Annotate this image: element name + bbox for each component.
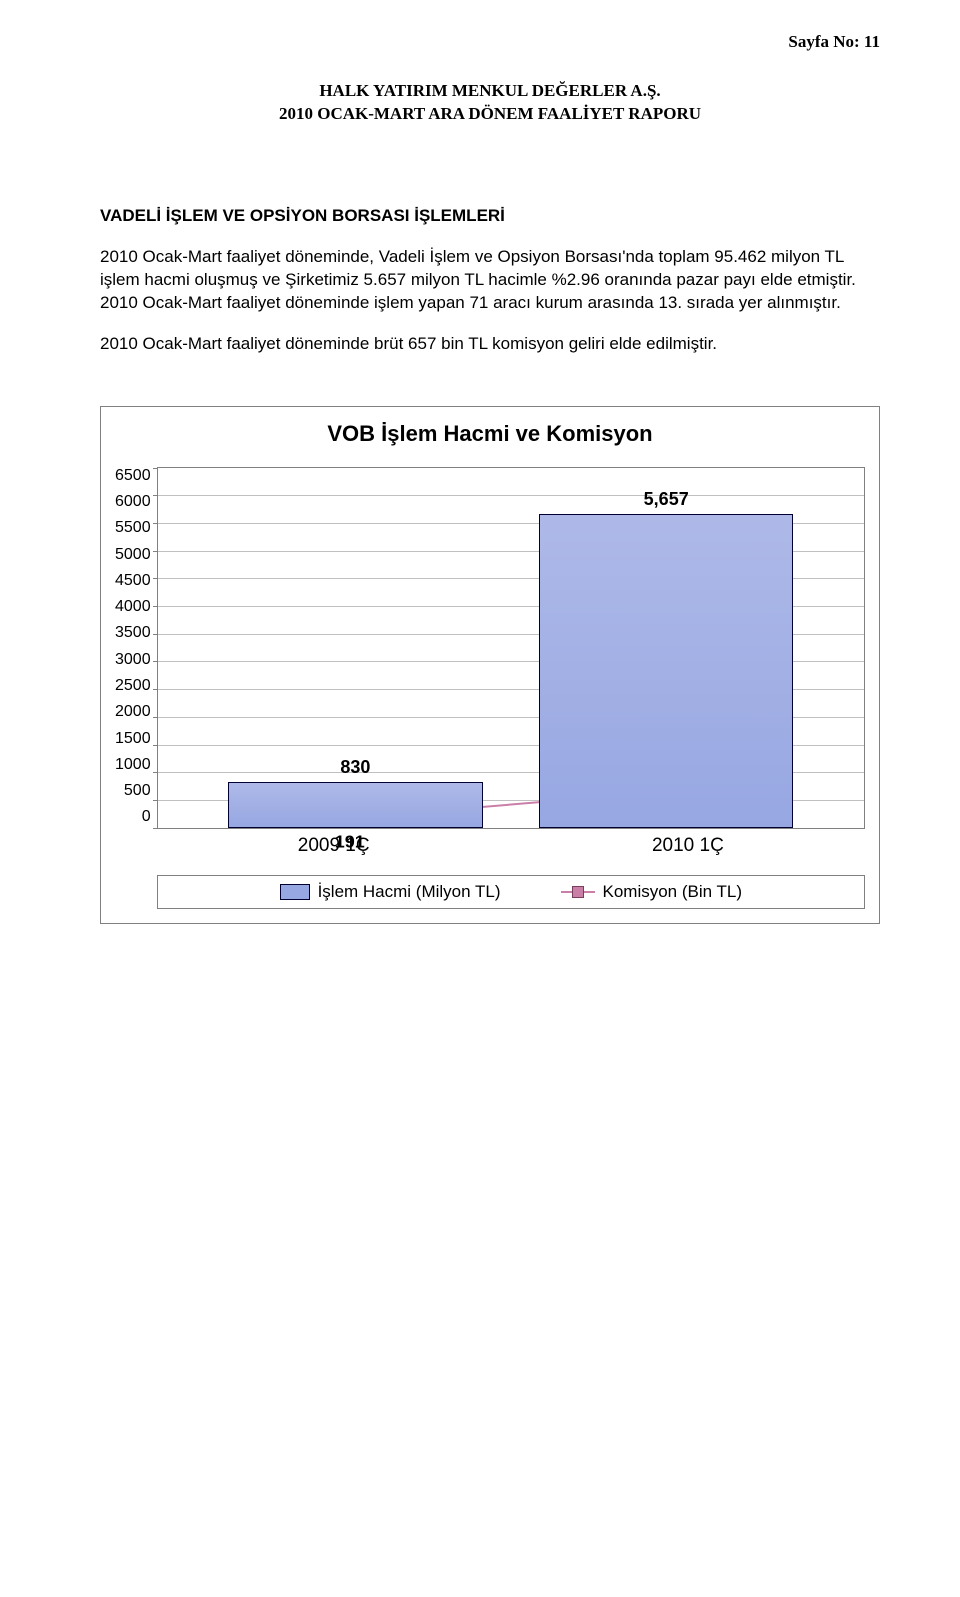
y-tick-mark [153,745,158,746]
y-tick-mark [153,634,158,635]
y-tick-mark [153,578,158,579]
y-tick-mark [153,551,158,552]
paragraph-2: 2010 Ocak-Mart faaliyet döneminde brüt 6… [100,333,880,356]
chart-panel: VOB İşlem Hacmi ve Komisyon 6500 6000 5500… [100,406,880,924]
x-category-label: 2010 1Ç [652,835,724,857]
y-tick-label: 2000 [115,703,151,721]
y-tick-mark [153,828,158,829]
bar-value-label: 5,657 [539,489,793,510]
body-text-block: 2010 Ocak-Mart faaliyet döneminde, Vadel… [100,246,880,356]
legend-bar-label: İşlem Hacmi (Milyon TL) [318,882,501,902]
doc-title-line2: 2010 OCAK-MART ARA DÖNEM FAALİYET RAPORU [100,103,880,126]
y-tick-label: 1500 [115,730,151,748]
y-tick-label: 500 [124,782,151,800]
legend-item-line: Komisyon (Bin TL) [561,882,743,902]
y-tick-label: 5500 [115,519,151,537]
y-tick-label: 4500 [115,572,151,590]
y-tick-label: 0 [142,808,151,826]
document-header: HALK YATIRIM MENKUL DEĞERLER A.Ş. 2010 O… [100,80,880,126]
y-tick-mark [153,606,158,607]
report-page: Sayfa No: 11 HALK YATIRIM MENKUL DEĞERLE… [0,0,960,1597]
bar [228,782,482,828]
legend-swatch-bar-icon [280,884,310,900]
chart-legend: İşlem Hacmi (Milyon TL) Komisyon (Bin TL… [157,875,865,909]
legend-line-label: Komisyon (Bin TL) [603,882,743,902]
chart-y-axis: 6500600055005000450040003500300025002000… [115,467,157,827]
y-tick-mark [153,717,158,718]
y-tick-label: 6000 [115,493,151,511]
y-tick-mark [153,800,158,801]
y-tick-label: 3500 [115,624,151,642]
y-tick-label: 4000 [115,598,151,616]
y-tick-mark [153,468,158,469]
paragraph-1: 2010 Ocak-Mart faaliyet döneminde, Vadel… [100,246,880,315]
line-value-label: 191 [334,831,364,851]
bar-value-label: 830 [228,757,482,778]
plot-area: 191657 8305,657 [157,467,865,829]
y-tick-label: 2500 [115,677,151,695]
page-number-label: Sayfa No: 11 [788,32,880,52]
legend-swatch-line-icon [561,885,595,899]
y-tick-mark [153,495,158,496]
y-tick-label: 5000 [115,546,151,564]
doc-title-line1: HALK YATIRIM MENKUL DEĞERLER A.Ş. [100,80,880,103]
plot-wrap: 191657 8305,657 2009 1Ç2010 1Ç İşlem Hac… [157,467,865,909]
y-tick-mark [153,523,158,524]
section-heading: VADELİ İŞLEM VE OPSİYON BORSASI İŞLEMLER… [100,206,880,226]
y-tick-label: 1000 [115,756,151,774]
y-tick-mark [153,689,158,690]
chart-stage: 6500600055005000450040003500300025002000… [115,467,865,909]
y-tick-mark [153,661,158,662]
legend-item-bar: İşlem Hacmi (Milyon TL) [280,882,501,902]
y-tick-label: 3000 [115,651,151,669]
y-tick-mark [153,772,158,773]
bar [539,514,793,827]
chart-title: VOB İşlem Hacmi ve Komisyon [115,421,865,447]
y-tick-label: 6500 [115,467,151,485]
chart-x-axis-labels: 2009 1Ç2010 1Ç [157,829,865,857]
